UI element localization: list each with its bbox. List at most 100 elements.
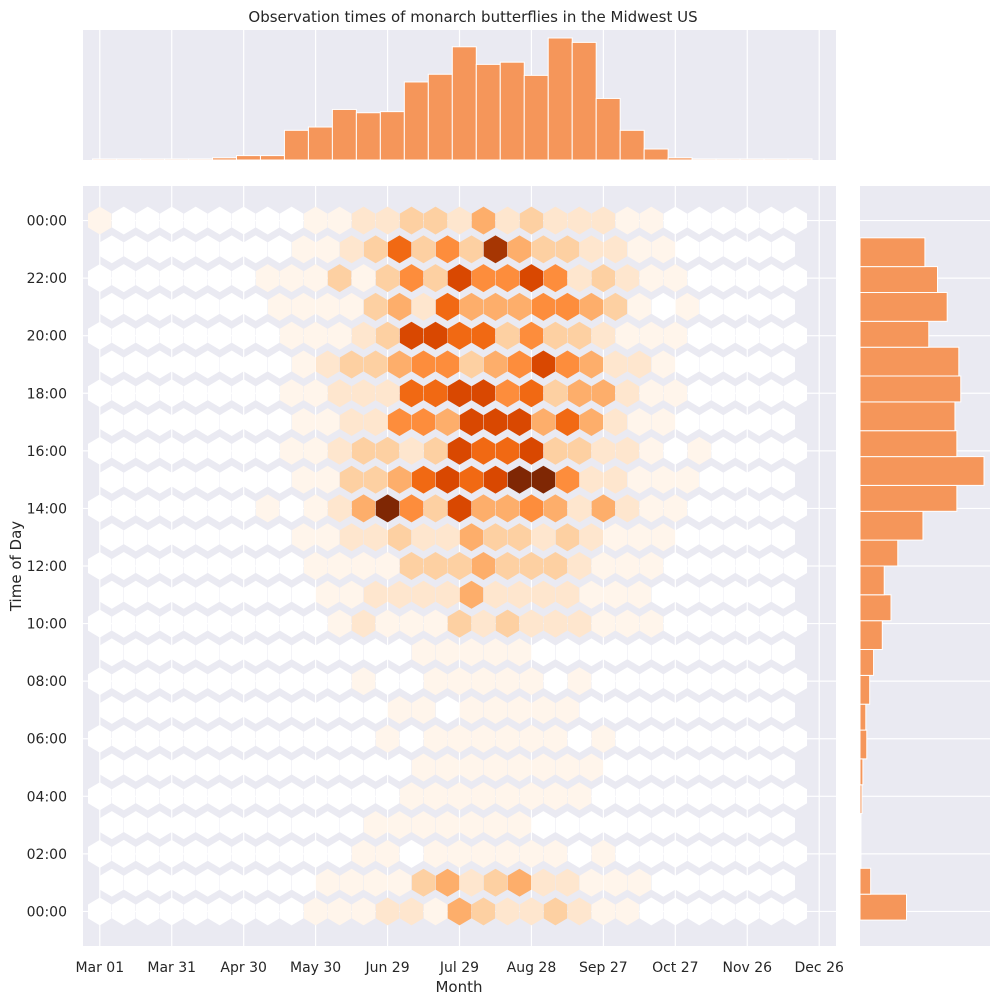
hexbin-cell xyxy=(639,206,664,235)
hexbin-cell xyxy=(195,292,220,321)
hexbin-cell xyxy=(363,408,388,436)
hexbin-cell xyxy=(687,667,712,696)
hexbin-cell xyxy=(148,523,172,552)
hexbin-cell xyxy=(507,523,532,552)
hexbin-cell xyxy=(267,811,292,840)
hexbin-cell xyxy=(100,235,124,264)
hexbin-cell xyxy=(315,292,340,321)
hexbin-cell xyxy=(423,206,448,235)
hexbin-cell xyxy=(519,609,544,638)
hexbin-cell xyxy=(363,580,388,609)
hexbin-cell xyxy=(603,811,628,840)
hexbin-cell xyxy=(531,292,556,321)
hexbin-cell xyxy=(723,868,747,897)
hexbin-cell xyxy=(423,494,448,523)
hexbin-cell xyxy=(423,782,448,811)
hexbin-cell xyxy=(399,667,424,696)
hexbin-cell xyxy=(160,782,184,811)
hexbin-cell xyxy=(195,753,220,782)
hexbin-cell xyxy=(375,552,400,580)
hexbin-cell xyxy=(483,235,508,264)
hexbin-cell xyxy=(112,379,136,408)
histogram-bar xyxy=(188,158,213,161)
y-tick-label: 16:00 xyxy=(27,444,67,460)
hexbin-cell xyxy=(303,321,328,350)
hexbin-cell xyxy=(184,494,208,523)
hexbin-cell xyxy=(387,696,412,724)
hexbin-cell xyxy=(543,552,568,580)
hexbin-cell xyxy=(411,292,436,321)
hexbin-cell xyxy=(519,379,544,408)
hexbin-cell xyxy=(567,839,592,868)
hexbin-cell xyxy=(88,552,112,580)
hexbin-cell xyxy=(531,811,556,840)
hexbin-cell xyxy=(279,609,304,638)
hexbin-cell xyxy=(411,696,436,724)
hexbin-cell xyxy=(435,580,460,609)
hexbin-cell xyxy=(339,753,364,782)
hexbin-cell xyxy=(148,580,172,609)
hexbin-cell xyxy=(243,408,268,436)
histogram-bar xyxy=(355,112,381,161)
hexbin-cell xyxy=(184,724,208,753)
hexbin-cell xyxy=(399,206,424,235)
hexbin-cell xyxy=(255,897,280,926)
hexbin-cell xyxy=(471,264,496,293)
hexbin-cell xyxy=(555,638,580,667)
hexbin-cell xyxy=(531,408,556,436)
hexbin-cell xyxy=(567,436,592,465)
hexbin-cell xyxy=(327,609,352,638)
hexbin-cell xyxy=(783,782,807,811)
hexbin-cell xyxy=(639,724,664,753)
hexbin-cell xyxy=(531,465,556,494)
hexbin-cell xyxy=(579,580,604,609)
hexbin-cell xyxy=(507,868,532,897)
hexbin-cell xyxy=(555,580,580,609)
hexbin-cell xyxy=(735,782,759,811)
hexbin-cell xyxy=(687,321,712,350)
hexbin-cell xyxy=(172,523,196,552)
hexbin-cell xyxy=(531,235,556,264)
hexbin-cell xyxy=(771,638,795,667)
hexbin-cell xyxy=(136,667,160,696)
y-tick-label: 04:00 xyxy=(27,789,67,805)
hexbin-cell xyxy=(639,436,664,465)
hexbin-cell xyxy=(447,436,472,465)
histogram-bar xyxy=(859,346,960,377)
hexbin-cell xyxy=(447,724,472,753)
histogram-bar xyxy=(331,108,357,161)
hexbin-cell xyxy=(279,667,304,696)
hexbin-cell xyxy=(184,897,208,926)
hexbin-cell xyxy=(471,609,496,638)
hexbin-cell xyxy=(675,350,700,379)
hexbin-cell xyxy=(483,408,508,436)
hexbin-cell xyxy=(639,609,664,638)
hexbin-cell xyxy=(423,897,448,926)
hexbin-cell xyxy=(531,523,556,552)
hexbin-cell xyxy=(639,321,664,350)
hexbin-cell xyxy=(747,696,771,724)
hexbin-cell xyxy=(231,206,256,235)
hexbin-cell xyxy=(447,321,472,350)
y-tick-label: 10:00 xyxy=(27,617,67,633)
hexbin-cell xyxy=(663,609,688,638)
hexbin-cell xyxy=(567,782,592,811)
hexbin-cell xyxy=(375,436,400,465)
hexbin-cell xyxy=(172,350,196,379)
hexbin-cell xyxy=(687,552,712,580)
histogram-bar xyxy=(859,484,958,512)
hexbin-cell xyxy=(219,523,244,552)
hexbin-cell xyxy=(112,609,136,638)
hexbin-cell xyxy=(100,696,124,724)
hexbin-cell xyxy=(771,408,795,436)
hexbin-cell xyxy=(591,264,616,293)
hexbin-cell xyxy=(411,753,436,782)
hexbin-cell xyxy=(699,523,724,552)
hexbin-cell xyxy=(112,897,136,926)
hexbin-cell xyxy=(387,523,412,552)
hexbin-cell xyxy=(100,350,124,379)
hexbin-cell xyxy=(136,206,160,235)
hexbin-cell xyxy=(351,609,376,638)
hexbin-cell xyxy=(279,264,304,293)
hexbin-cell xyxy=(723,523,747,552)
